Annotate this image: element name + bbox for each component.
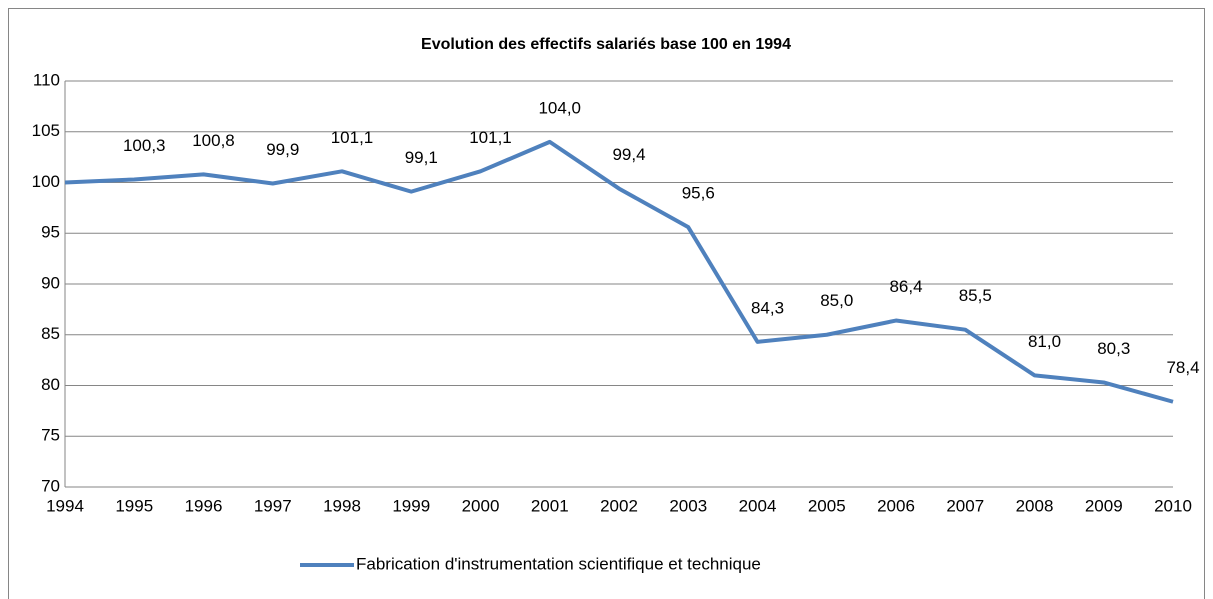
chart-title: Evolution des effectifs salariés base 10… [421,36,791,53]
x-tick-label: 1998 [323,496,361,515]
chart-border [8,8,1205,599]
data-label: 95,6 [682,184,715,203]
x-tick-label: 1997 [254,496,292,515]
data-label: 86,4 [889,277,922,296]
data-label: 101,1 [469,128,512,147]
data-label: 101,1 [331,128,374,147]
data-label: 99,9 [266,140,299,159]
x-tick-label: 2007 [946,496,984,515]
data-label: 80,3 [1097,339,1130,358]
x-tick-label: 2010 [1154,496,1192,515]
x-tick-label: 2002 [600,496,638,515]
y-tick-label: 110 [33,70,60,89]
y-tick-label: 105 [32,121,60,140]
x-tick-label: 1999 [392,496,430,515]
y-tick-label: 100 [32,172,60,191]
data-label: 78,4 [1166,358,1199,377]
data-label: 104,0 [538,98,581,117]
x-tick-label: 2006 [877,496,915,515]
y-tick-label: 90 [41,273,60,292]
data-label: 99,4 [612,145,645,164]
x-tick-label: 2005 [808,496,846,515]
x-tick-label: 2000 [462,496,500,515]
legend-label: Fabrication d'instrumentation scientifiq… [356,554,761,573]
y-tick-label: 75 [41,426,60,445]
data-label: 100,3 [123,136,166,155]
data-label: 85,5 [959,286,992,305]
y-tick-label: 80 [41,375,60,394]
data-label: 84,3 [751,298,784,317]
data-label: 100,8 [192,131,235,150]
data-label: 99,1 [405,148,438,167]
data-label: 81,0 [1028,332,1061,351]
x-tick-label: 2004 [739,496,777,515]
x-tick-label: 1996 [185,496,223,515]
x-tick-label: 2009 [1085,496,1123,515]
data-label: 85,0 [820,291,853,310]
y-tick-label: 85 [41,324,60,343]
x-tick-label: 2008 [1016,496,1054,515]
y-tick-label: 70 [41,476,60,495]
data-line [64,139,1174,404]
x-tick-label: 1995 [115,496,153,515]
x-tick-label: 1994 [46,496,84,515]
x-tick-label: 2001 [531,496,569,515]
y-tick-label: 95 [41,223,60,242]
x-tick-label: 2003 [669,496,707,515]
